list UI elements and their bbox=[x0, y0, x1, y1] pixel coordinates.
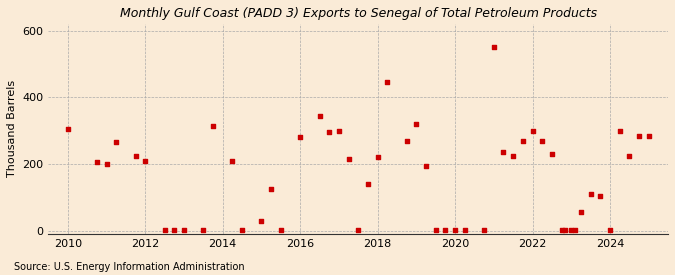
Text: Source: U.S. Energy Information Administration: Source: U.S. Energy Information Administ… bbox=[14, 262, 244, 272]
Point bbox=[450, 228, 460, 232]
Point bbox=[585, 192, 596, 196]
Point bbox=[537, 138, 547, 143]
Point bbox=[570, 228, 580, 232]
Point bbox=[576, 210, 587, 214]
Point bbox=[508, 153, 518, 158]
Point bbox=[111, 140, 122, 144]
Point bbox=[372, 155, 383, 160]
Point bbox=[362, 182, 373, 186]
Point bbox=[560, 228, 571, 232]
Point bbox=[101, 162, 112, 166]
Point bbox=[227, 158, 238, 163]
Point bbox=[266, 187, 277, 191]
Point bbox=[198, 228, 209, 232]
Point bbox=[295, 135, 306, 139]
Point bbox=[169, 228, 180, 232]
Point bbox=[547, 152, 558, 156]
Point bbox=[498, 150, 509, 155]
Point bbox=[343, 157, 354, 161]
Point bbox=[314, 113, 325, 118]
Point bbox=[324, 130, 335, 134]
Point bbox=[208, 123, 219, 128]
Point bbox=[421, 163, 431, 168]
Point bbox=[140, 158, 151, 163]
Point bbox=[566, 228, 576, 232]
Point bbox=[333, 128, 344, 133]
Point bbox=[92, 160, 103, 164]
Point bbox=[382, 80, 393, 84]
Point bbox=[130, 153, 141, 158]
Point bbox=[624, 153, 634, 158]
Point bbox=[518, 138, 529, 143]
Point bbox=[440, 228, 451, 232]
Point bbox=[256, 218, 267, 223]
Point bbox=[527, 128, 538, 133]
Point bbox=[614, 128, 625, 133]
Point bbox=[479, 228, 489, 232]
Point bbox=[275, 228, 286, 232]
Point bbox=[431, 228, 441, 232]
Point bbox=[643, 133, 654, 138]
Point bbox=[489, 45, 500, 50]
Title: Monthly Gulf Coast (PADD 3) Exports to Senegal of Total Petroleum Products: Monthly Gulf Coast (PADD 3) Exports to S… bbox=[119, 7, 597, 20]
Point bbox=[460, 228, 470, 232]
Point bbox=[595, 193, 605, 198]
Point bbox=[179, 228, 190, 232]
Y-axis label: Thousand Barrels: Thousand Barrels bbox=[7, 80, 17, 177]
Point bbox=[353, 228, 364, 232]
Point bbox=[63, 127, 74, 131]
Point bbox=[237, 228, 248, 232]
Point bbox=[159, 228, 170, 232]
Point bbox=[411, 122, 422, 126]
Point bbox=[634, 133, 645, 138]
Point bbox=[401, 138, 412, 143]
Point bbox=[605, 228, 616, 232]
Point bbox=[556, 228, 567, 232]
